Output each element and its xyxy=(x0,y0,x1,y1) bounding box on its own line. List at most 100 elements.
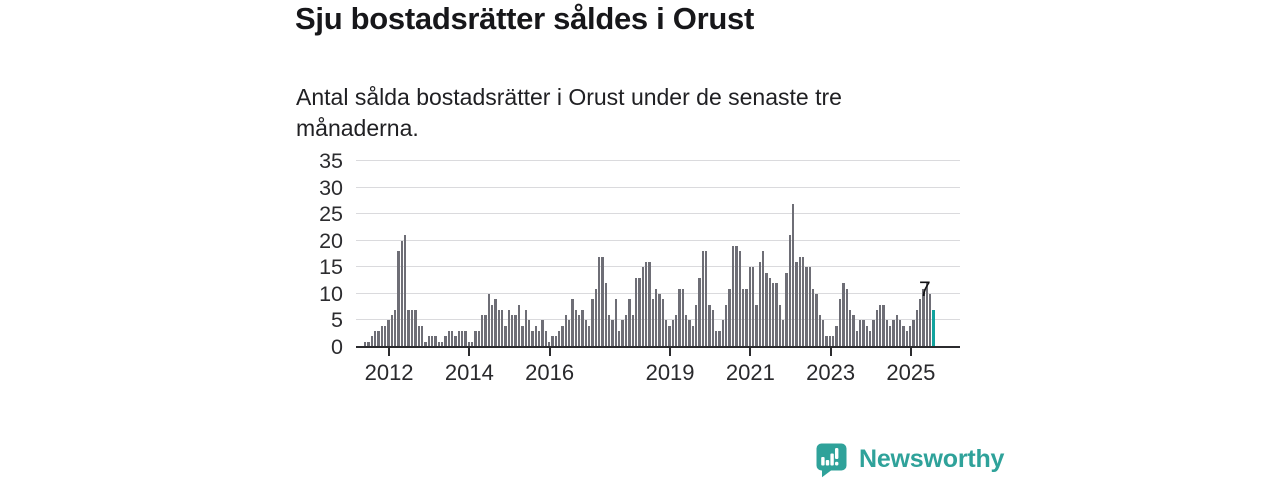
bar xyxy=(454,336,457,347)
y-tick-label-10: 10 xyxy=(319,281,343,306)
bar xyxy=(631,315,634,347)
bar xyxy=(514,315,517,347)
bar xyxy=(414,309,417,347)
bar xyxy=(798,256,802,347)
bar xyxy=(638,277,641,347)
bar xyxy=(895,315,898,347)
bar xyxy=(868,331,872,347)
bar xyxy=(444,336,447,347)
bar xyxy=(715,331,718,347)
bar xyxy=(618,331,621,347)
x-tick-label-2025: 2025 xyxy=(886,360,936,385)
chart-subtitle-line-2: månaderna. xyxy=(296,114,419,141)
bar xyxy=(621,320,624,347)
x-axis-line xyxy=(356,345,960,348)
x-tick-2021 xyxy=(749,348,752,356)
bar xyxy=(925,283,929,347)
newsworthy-bubble-chart-icon xyxy=(816,443,847,478)
bar xyxy=(400,240,404,347)
bar xyxy=(474,331,477,347)
bar xyxy=(420,325,424,347)
bar xyxy=(387,320,390,347)
bar xyxy=(374,331,377,347)
bar xyxy=(892,320,895,347)
bar xyxy=(477,331,481,347)
gridline-25 xyxy=(356,213,960,215)
bar xyxy=(661,299,664,347)
bar xyxy=(644,261,648,347)
bar xyxy=(741,288,745,347)
chart-subtitle: Antal sålda bostadsrätter i Orust under … xyxy=(296,82,842,143)
bar xyxy=(832,336,835,347)
x-tick-label-2012: 2012 xyxy=(364,360,414,385)
bar xyxy=(738,251,741,347)
bar xyxy=(838,299,842,347)
bar xyxy=(460,331,464,347)
bar xyxy=(654,288,658,347)
bar-chart-plot-area: 0 5 10 15 20 25 30 35 2012 2014 2016 2019 2021 2023 2… xyxy=(319,149,960,385)
bar xyxy=(511,315,514,347)
bar xyxy=(534,325,537,347)
bar xyxy=(765,272,768,347)
bar xyxy=(818,315,822,347)
bar xyxy=(922,288,925,347)
x-tick-label-2016: 2016 xyxy=(525,360,575,385)
bar xyxy=(902,325,905,347)
bar xyxy=(427,336,430,347)
bar xyxy=(731,246,735,347)
bar xyxy=(695,304,698,347)
bar xyxy=(430,336,434,347)
bar xyxy=(698,277,701,347)
bar xyxy=(725,304,728,347)
bar xyxy=(601,256,604,347)
bar xyxy=(788,235,791,347)
bar xyxy=(899,320,902,347)
bar xyxy=(771,283,775,347)
gridline-35 xyxy=(356,160,960,161)
bar xyxy=(778,304,781,347)
bar xyxy=(634,277,638,347)
bar xyxy=(912,320,915,347)
bar xyxy=(708,304,711,347)
bar xyxy=(481,315,484,347)
bar xyxy=(872,320,875,347)
bar xyxy=(367,341,370,347)
bar xyxy=(547,341,551,347)
bar xyxy=(825,336,828,347)
bar xyxy=(541,320,544,347)
bar xyxy=(701,251,705,347)
bar xyxy=(628,299,631,347)
newsworthy-wordmark: Newsworthy xyxy=(859,444,1005,473)
x-tick-2025 xyxy=(909,348,912,356)
bar xyxy=(494,299,497,347)
y-tick-label-30: 30 xyxy=(319,175,343,200)
bar xyxy=(875,309,878,347)
bar xyxy=(517,304,521,347)
y-tick-label-25: 25 xyxy=(319,202,343,227)
bar xyxy=(467,341,470,347)
gridline-20 xyxy=(356,239,960,241)
bar xyxy=(865,325,868,347)
chart-subtitle-line-1: Antal sålda bostadsrätter i Orust under … xyxy=(296,84,842,110)
x-tick-label-2023: 2023 xyxy=(806,360,856,385)
chart-title: Sju bostadsrätter såldes i Orust xyxy=(295,1,754,36)
bar xyxy=(537,331,541,347)
bar xyxy=(758,261,761,347)
x-tick-label-2021: 2021 xyxy=(725,360,775,385)
x-tick-label-2014: 2014 xyxy=(444,360,494,385)
x-tick-label-2019: 2019 xyxy=(645,360,695,385)
y-tick-label-0: 0 xyxy=(331,335,343,359)
bar xyxy=(888,325,892,347)
bar xyxy=(668,325,671,347)
bar xyxy=(457,331,460,347)
bar xyxy=(909,325,912,347)
bar xyxy=(404,235,407,347)
bar xyxy=(591,299,594,347)
bar xyxy=(484,315,487,347)
bar xyxy=(691,325,695,347)
bar xyxy=(604,283,608,347)
bar xyxy=(507,309,511,347)
bar xyxy=(377,331,380,347)
bar xyxy=(845,288,848,347)
bar xyxy=(491,304,494,347)
